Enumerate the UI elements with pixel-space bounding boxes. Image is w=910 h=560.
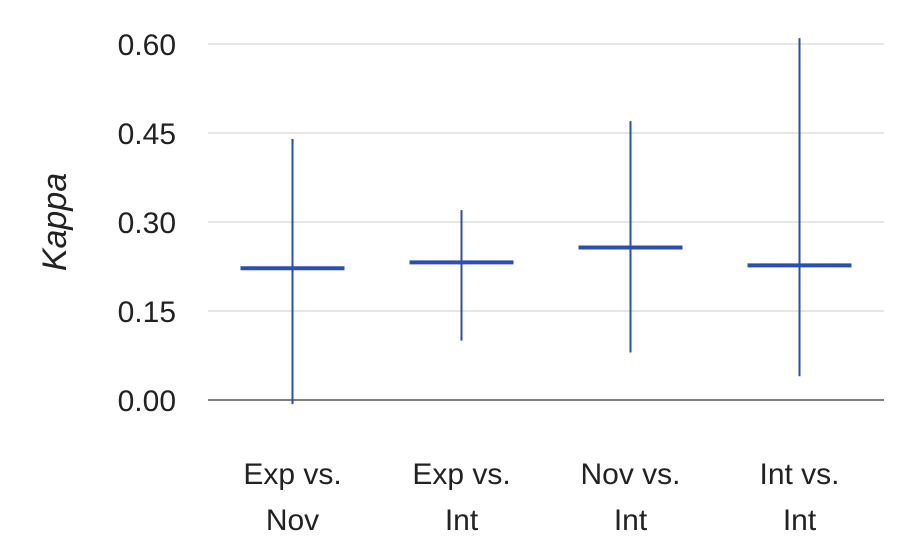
x-category-label-line1: Exp vs. (243, 458, 341, 491)
y-tick-label: 0.60 (118, 29, 176, 62)
y-tick-label: 0.00 (118, 385, 176, 418)
y-tick-label: 0.15 (118, 296, 176, 329)
x-category-label-line1: Int vs. (759, 458, 839, 491)
x-category-label-line1: Exp vs. (412, 458, 510, 491)
y-tick-labels: 0.00 0.15 0.30 0.45 0.60 (118, 29, 176, 418)
error-bar-marks (240, 38, 852, 405)
x-category-label-line2: Nov (266, 504, 319, 537)
y-tick-label: 0.30 (118, 207, 176, 240)
y-axis-label: Kappa (36, 173, 74, 271)
gridlines (208, 43, 884, 401)
x-category-label-line2: Int (445, 504, 479, 537)
y-tick-label: 0.45 (118, 118, 176, 151)
x-category-label-line1: Nov vs. (580, 458, 680, 491)
x-category-labels: Exp vs. Nov Exp vs. Int Nov vs. Int Int vs. Int (243, 458, 839, 537)
x-category-label-line2: Int (783, 504, 817, 537)
x-category-label-line2: Int (614, 504, 648, 537)
